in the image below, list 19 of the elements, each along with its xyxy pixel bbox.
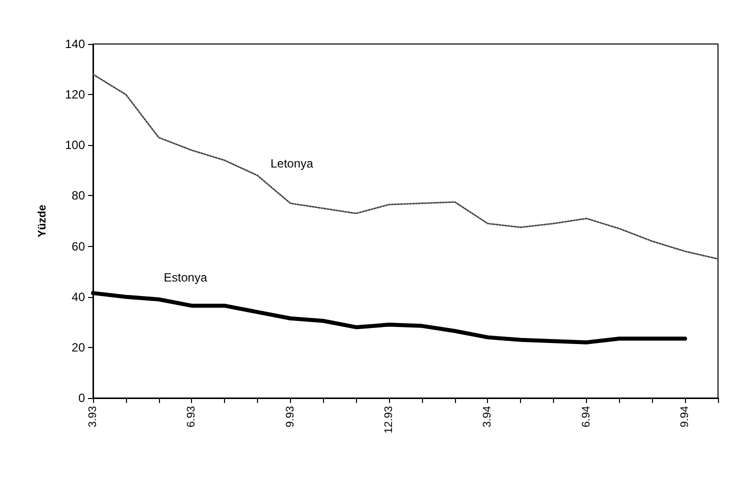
y-tick-label: 100	[64, 138, 86, 152]
x-tick-label: 6.94	[580, 406, 592, 428]
y-tick-label: 40	[72, 290, 86, 304]
y-tick-label: 0	[78, 391, 86, 405]
x-tick-label: 3.93	[87, 406, 99, 428]
x-tick-label: 9.93	[284, 406, 296, 428]
y-axis-title: Yüzde	[36, 204, 48, 238]
line-series	[92, 74, 719, 260]
y-tick-label: 140	[64, 37, 86, 51]
y-tick-label: 120	[64, 88, 86, 102]
y-tick-label: 80	[72, 188, 86, 203]
y-tick-label: 60	[72, 239, 86, 254]
x-tick-label: 6.93	[186, 406, 198, 428]
y-tick-label: 20	[72, 340, 86, 354]
x-tick-label: 3.94	[482, 406, 494, 428]
series-label: Estonya	[164, 270, 208, 284]
x-tick-label: 12.93	[383, 406, 396, 434]
x-tick-label: 9.94	[679, 406, 692, 428]
series-label: Letonya	[270, 156, 314, 170]
